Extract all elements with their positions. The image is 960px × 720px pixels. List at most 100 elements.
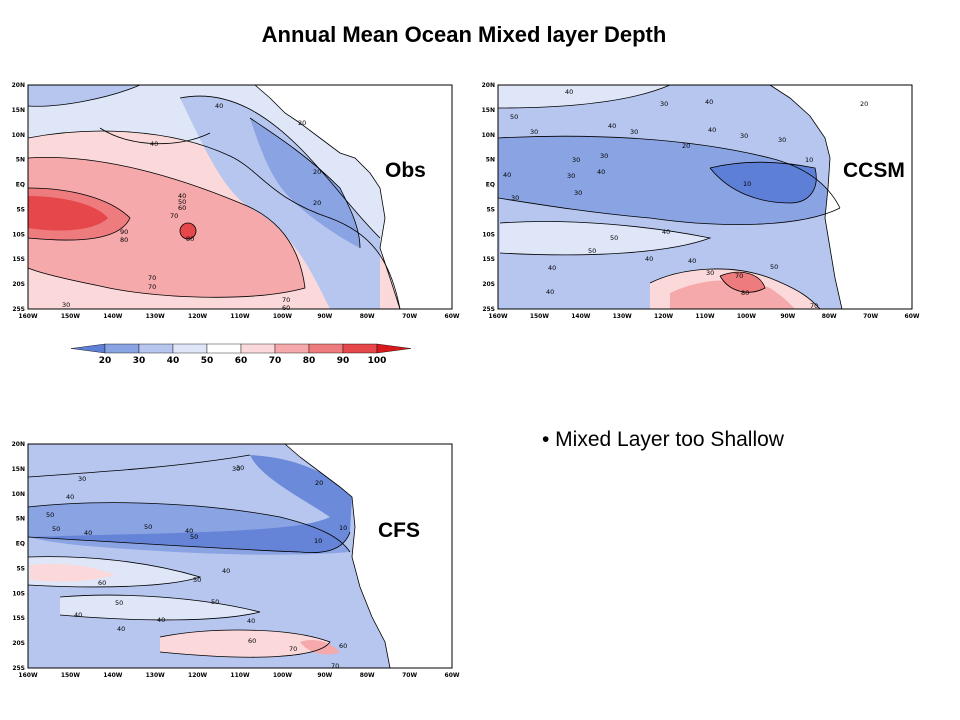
contour-label: 30 xyxy=(236,464,244,472)
contour-label: 40 xyxy=(117,625,125,633)
contour-lines xyxy=(497,84,843,310)
contour-label: 40 xyxy=(565,88,573,96)
colorbar-tick-label: 50 xyxy=(201,356,214,366)
shallowest-core xyxy=(710,162,817,203)
lon-tick-label: 100W xyxy=(737,313,757,320)
colorbar-tick-label: 60 xyxy=(235,356,248,366)
contour-circle xyxy=(179,222,197,240)
colorbar-cells xyxy=(70,343,412,354)
contour-label: 40 xyxy=(215,102,223,110)
colorbar-tick-label: 80 xyxy=(303,356,316,366)
contour-label: 10 xyxy=(314,537,322,545)
lon-tick-label: 100W xyxy=(273,313,293,320)
map-frame xyxy=(27,84,453,310)
colorbar-tick-label: 30 xyxy=(133,356,146,366)
panel-label-obs: Obs xyxy=(383,159,428,183)
contour-label: 50 xyxy=(588,247,596,255)
lon-tick-label: 140W xyxy=(103,313,123,320)
contour-lines xyxy=(27,443,391,669)
contour-label: 80 xyxy=(120,236,128,244)
contour-label: 50 xyxy=(211,598,219,606)
lat-tick-label: 10S xyxy=(482,231,495,238)
colorbar-cell xyxy=(308,343,344,354)
lat-tick-label: 10S xyxy=(12,590,25,597)
warm-core xyxy=(300,640,340,655)
lon-axis: 160W 150W 140W 130W 120W 110W 100W 90W 80W 70W 60W xyxy=(18,313,459,320)
contour-label: 30 xyxy=(740,132,748,140)
contour-label: 30 xyxy=(78,475,86,483)
contour-label: 40 xyxy=(688,257,696,265)
warm-region xyxy=(160,630,330,658)
contour-label: 10 xyxy=(743,180,751,188)
lat-tick-label: 10N xyxy=(12,491,25,498)
contour-label: 30 xyxy=(567,172,575,180)
lat-tick-label: 20N xyxy=(482,82,495,89)
ccsm-map: 40 30 40 50 30 30 40 30 40 30 20 30 10 1… xyxy=(482,82,920,320)
contour-label: 70 xyxy=(735,272,743,280)
contour-label: 30 xyxy=(574,189,582,197)
contour-labels: 40 40 20 20 20 70 90 80 40 50 60 70 80 7… xyxy=(62,102,321,312)
lat-axis: 20N 15N 10N 5N EQ 5S 10S 15S 20S 25S xyxy=(12,82,25,313)
contour-label: 20 xyxy=(313,199,321,207)
colorbar-tick-label: 100 xyxy=(368,356,387,366)
contour-label: 40 xyxy=(546,288,554,296)
lat-tick-label: 20S xyxy=(12,640,25,647)
lat-tick-label: 15N xyxy=(482,107,495,114)
lon-tick-label: 90W xyxy=(317,672,332,679)
lat-tick-label: 20S xyxy=(12,281,25,288)
contour-label: 50 xyxy=(510,113,518,121)
contour-label: 80 xyxy=(741,289,749,297)
lon-tick-label: 90W xyxy=(780,313,795,320)
contour-label: 40 xyxy=(705,98,713,106)
contour-label: 20 xyxy=(313,168,321,176)
land-mask xyxy=(770,85,912,309)
lat-tick-label: 15S xyxy=(12,615,25,622)
lat-tick-label: 10N xyxy=(482,132,495,139)
lat-axis: 20N 15N 10N 5N EQ 5S 10S 15S 20S 25S xyxy=(12,441,25,672)
colorbar-tick-label: 40 xyxy=(167,356,180,366)
contour-labels: 40 30 40 50 30 30 40 30 40 30 20 30 10 1… xyxy=(503,88,868,310)
lon-tick-label: 80W xyxy=(822,313,837,320)
contour-label: 50 xyxy=(46,511,54,519)
contour-label: 50 xyxy=(190,533,198,541)
land-mask xyxy=(285,444,452,668)
map-frame xyxy=(27,443,453,669)
colorbar-cell xyxy=(138,343,174,354)
lon-tick-label: 140W xyxy=(571,313,591,320)
lat-tick-label: EQ xyxy=(16,541,25,548)
colorbar-cell xyxy=(376,343,412,354)
cool-region xyxy=(180,96,380,309)
warm-core xyxy=(28,157,305,298)
lon-tick-label: 60W xyxy=(445,672,460,679)
contour-label: 30 xyxy=(530,128,538,136)
contour-label: 70 xyxy=(282,296,290,304)
contour-label: 40 xyxy=(645,255,653,263)
contour-label: 80 xyxy=(186,235,194,243)
contour-label: 50 xyxy=(115,599,123,607)
lat-tick-label: 15S xyxy=(12,256,25,263)
contour-label: 70 xyxy=(289,645,297,653)
lon-tick-label: 110W xyxy=(230,313,250,320)
lon-axis: 160W 150W 140W 130W 120W 110W 100W 90W 80W 70W 60W xyxy=(488,313,919,320)
panel-label-ccsm: CCSM xyxy=(841,159,907,183)
lat-tick-label: 20N xyxy=(12,441,25,448)
lon-tick-label: 160W xyxy=(488,313,508,320)
lon-tick-label: 90W xyxy=(317,313,332,320)
contour-label: 50 xyxy=(178,198,186,206)
lat-tick-label: 25S xyxy=(482,306,495,313)
moderate-region xyxy=(498,85,670,108)
lat-tick-label: 20N xyxy=(12,82,25,89)
map-frame xyxy=(497,84,913,310)
contour-label: 70 xyxy=(148,274,156,282)
lon-tick-label: 160W xyxy=(18,313,38,320)
lon-tick-label: 150W xyxy=(61,313,81,320)
contour-label: 60 xyxy=(248,637,256,645)
cfs-map: 30 30 40 50 50 40 50 40 50 60 40 50 50 4… xyxy=(12,441,460,679)
contour-label: 30 xyxy=(511,194,519,202)
colorbar-labels: 20 30 40 50 60 70 80 90 100 xyxy=(99,356,387,366)
lat-tick-label: 5N xyxy=(16,157,25,164)
shallow-region xyxy=(498,136,840,225)
lon-tick-label: 70W xyxy=(402,313,417,320)
lon-tick-label: 70W xyxy=(863,313,878,320)
contour-label: 70 xyxy=(810,302,818,310)
